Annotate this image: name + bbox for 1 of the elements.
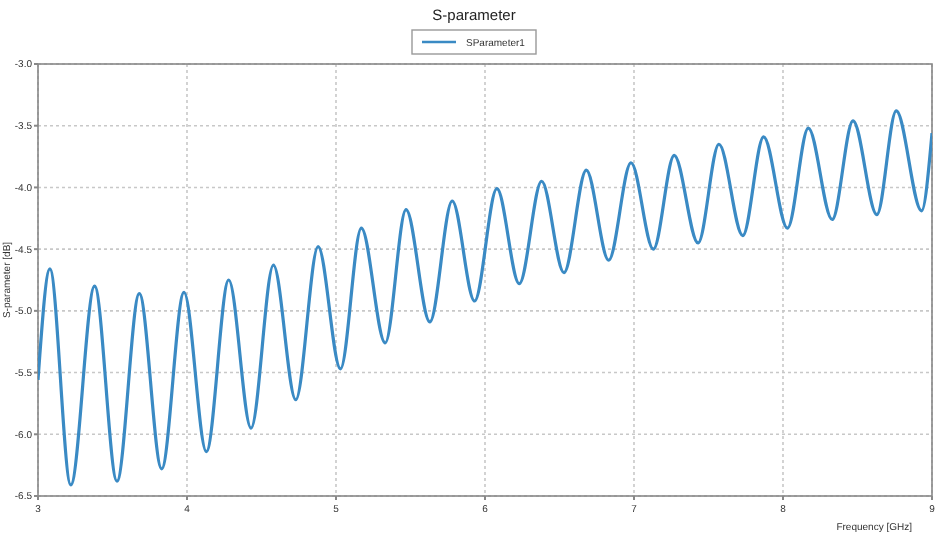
line-series: [38, 109, 932, 487]
